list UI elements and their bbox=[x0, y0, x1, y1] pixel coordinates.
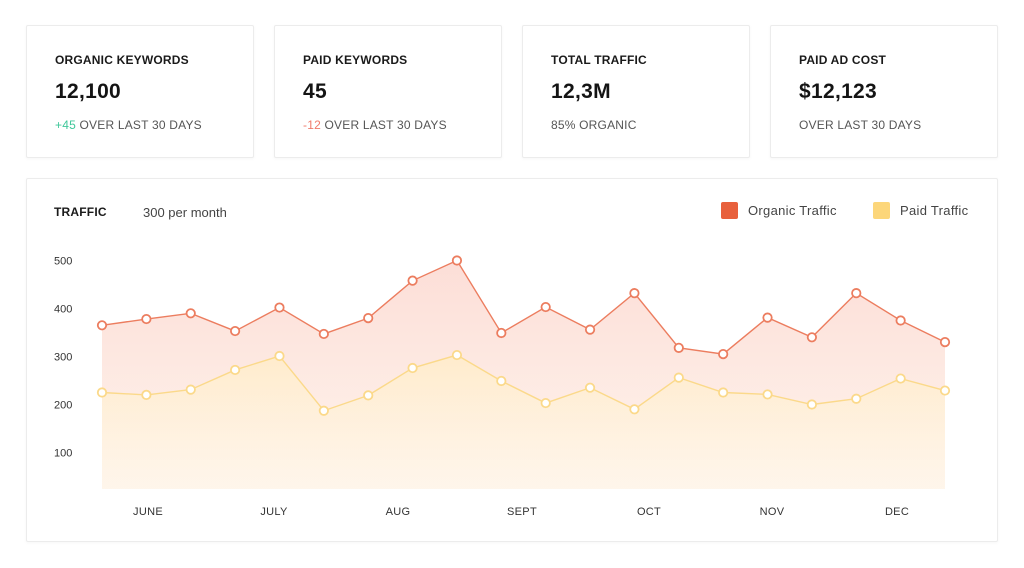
data-point[interactable] bbox=[96, 320, 108, 331]
card-value: 45 bbox=[303, 80, 327, 103]
traffic-chart-card: TRAFFIC 300 per month Organic Traffic Pa… bbox=[26, 178, 998, 542]
card-subtext: +45 OVER LAST 30 DAYS bbox=[55, 118, 202, 132]
x-tick-label: JUNE bbox=[133, 506, 163, 518]
card-value: $12,123 bbox=[799, 80, 878, 103]
data-point[interactable] bbox=[851, 288, 862, 299]
card-subtext: 85% ORGANIC bbox=[551, 118, 637, 132]
y-tick-label: 400 bbox=[54, 304, 72, 316]
data-point[interactable] bbox=[629, 404, 640, 415]
legend-item-organic[interactable]: Organic Traffic bbox=[721, 202, 837, 219]
card-period: OVER LAST 30 DAYS bbox=[79, 118, 202, 132]
data-point[interactable] bbox=[762, 389, 773, 400]
data-point[interactable] bbox=[540, 301, 551, 313]
x-tick-label: NOV bbox=[760, 506, 785, 518]
x-axis: JUNE JULY AUG SEPT OCT NOV DEC bbox=[133, 506, 909, 518]
series-lines bbox=[101, 259, 946, 412]
traffic-line-chart: 100 200 300 400 500 JUNE JULY AUG SEPT OCT NOV DEC bbox=[54, 255, 951, 518]
data-point[interactable] bbox=[584, 324, 596, 335]
data-point[interactable] bbox=[629, 288, 640, 299]
data-point[interactable] bbox=[230, 364, 241, 376]
data-point[interactable] bbox=[141, 313, 152, 325]
legend-swatch-paid bbox=[873, 202, 890, 219]
data-point[interactable] bbox=[895, 315, 906, 326]
data-point[interactable] bbox=[363, 313, 374, 324]
chart-title: TRAFFIC bbox=[54, 205, 107, 219]
data-point[interactable] bbox=[407, 275, 418, 286]
data-point[interactable] bbox=[851, 393, 862, 404]
x-tick-label: OCT bbox=[637, 506, 661, 518]
data-point[interactable] bbox=[806, 399, 817, 410]
card-subtext: OVER LAST 30 DAYS bbox=[799, 118, 922, 132]
series-area bbox=[102, 355, 945, 489]
data-point[interactable] bbox=[96, 387, 108, 398]
x-tick-label: DEC bbox=[885, 506, 909, 518]
y-tick-label: 200 bbox=[54, 400, 72, 412]
data-point[interactable] bbox=[185, 384, 196, 395]
y-tick-label: 500 bbox=[54, 256, 72, 268]
legend-label: Paid Traffic bbox=[900, 203, 969, 218]
card-period: OVER LAST 30 DAYS bbox=[324, 118, 447, 132]
data-point[interactable] bbox=[451, 349, 463, 361]
series-line bbox=[101, 259, 946, 355]
data-point[interactable] bbox=[673, 342, 684, 353]
x-tick-label: SEPT bbox=[507, 506, 537, 518]
card-title: PAID AD COST bbox=[799, 53, 887, 67]
data-point[interactable] bbox=[718, 349, 729, 360]
data-point[interactable] bbox=[718, 387, 729, 398]
card-subtext: -12 OVER LAST 30 DAYS bbox=[303, 118, 447, 132]
data-point[interactable] bbox=[230, 325, 241, 337]
stat-cards: ORGANIC KEYWORDS 12,100 +45 OVER LAST 30… bbox=[26, 25, 998, 158]
card-title: ORGANIC KEYWORDS bbox=[55, 53, 189, 67]
card-title: TOTAL TRAFFIC bbox=[551, 53, 647, 67]
card-title: PAID KEYWORDS bbox=[303, 53, 408, 67]
x-tick-label: JULY bbox=[260, 506, 288, 518]
y-axis: 100 200 300 400 500 bbox=[54, 256, 72, 460]
data-point[interactable] bbox=[407, 362, 418, 374]
data-point[interactable] bbox=[318, 328, 329, 340]
y-tick-label: 100 bbox=[54, 448, 72, 460]
organic-keywords-card: ORGANIC KEYWORDS 12,100 +45 OVER LAST 30… bbox=[26, 25, 254, 158]
data-point[interactable] bbox=[540, 397, 551, 409]
data-point[interactable] bbox=[806, 332, 817, 343]
data-point[interactable] bbox=[496, 375, 507, 387]
chart-subtitle: 300 per month bbox=[143, 205, 227, 220]
paid-ad-cost-card: PAID AD COST $12,123 OVER LAST 30 DAYS bbox=[770, 25, 998, 158]
data-point[interactable] bbox=[274, 302, 285, 313]
data-point[interactable] bbox=[318, 405, 329, 416]
data-point[interactable] bbox=[451, 255, 463, 266]
card-value: 12,3M bbox=[551, 80, 611, 103]
data-point[interactable] bbox=[141, 389, 152, 400]
series-areas bbox=[102, 260, 945, 489]
delta-value: -12 bbox=[303, 118, 321, 132]
data-point[interactable] bbox=[185, 308, 196, 319]
paid-keywords-card: PAID KEYWORDS 45 -12 OVER LAST 30 DAYS bbox=[274, 25, 502, 158]
x-tick-label: AUG bbox=[386, 506, 411, 518]
data-point[interactable] bbox=[762, 312, 773, 323]
data-point[interactable] bbox=[496, 327, 507, 339]
data-point[interactable] bbox=[939, 337, 951, 348]
series-points bbox=[96, 255, 951, 416]
total-traffic-card: TOTAL TRAFFIC 12,3M 85% ORGANIC bbox=[522, 25, 750, 158]
legend-label: Organic Traffic bbox=[748, 203, 837, 218]
legend-item-paid[interactable]: Paid Traffic bbox=[873, 202, 968, 219]
data-point[interactable] bbox=[895, 373, 906, 384]
data-point[interactable] bbox=[584, 382, 596, 393]
legend-swatch-organic bbox=[721, 202, 738, 219]
data-point[interactable] bbox=[939, 385, 951, 396]
delta-value: +45 bbox=[55, 118, 76, 132]
card-value: 12,100 bbox=[55, 80, 122, 103]
y-tick-label: 300 bbox=[54, 352, 72, 364]
data-point[interactable] bbox=[363, 390, 374, 401]
data-point[interactable] bbox=[274, 350, 285, 362]
data-point[interactable] bbox=[673, 372, 684, 383]
series-line bbox=[101, 354, 946, 412]
